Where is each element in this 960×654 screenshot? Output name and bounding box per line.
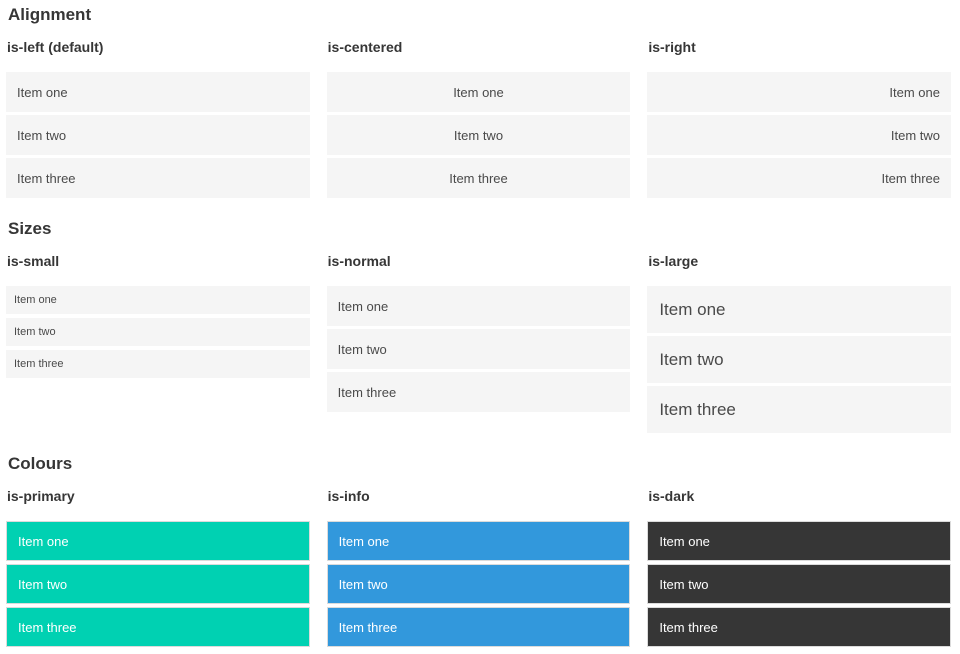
list-item[interactable]: Item two [6, 564, 310, 604]
list-item[interactable]: Item one [647, 286, 951, 333]
section-columns: is-small Item one Item two Item three is… [6, 253, 951, 433]
column-is-right: is-right Item one Item two Item three [647, 39, 951, 198]
list-item[interactable]: Item two [6, 115, 310, 155]
list-item[interactable]: Item one [326, 72, 631, 112]
list-right-aligned: Item one Item two Item three [647, 72, 951, 198]
list-item[interactable]: Item three [647, 158, 951, 198]
section-title: Colours [8, 454, 73, 473]
section-colours: Colours is-primary Item one Item two Ite… [6, 454, 951, 647]
list-item[interactable]: Item two [326, 115, 631, 155]
column-heading: is-centered [327, 39, 403, 55]
list-item[interactable]: Item three [647, 607, 951, 647]
list-dark: Item one Item two Item three [647, 521, 951, 647]
list-item[interactable]: Item two [326, 564, 631, 604]
list-item[interactable]: Item three [326, 372, 631, 412]
list-item[interactable]: Item two [647, 336, 951, 383]
column-is-primary: is-primary Item one Item two Item three [6, 488, 310, 647]
list-item[interactable]: Item two [647, 564, 951, 604]
list-item[interactable]: Item two [326, 329, 631, 369]
list-item[interactable]: Item one [647, 521, 951, 561]
list-item[interactable]: Item one [647, 72, 951, 112]
column-is-small: is-small Item one Item two Item three [6, 253, 310, 382]
column-heading: is-right [648, 39, 696, 55]
section-alignment: Alignment is-left (default) Item one Ite… [6, 5, 951, 198]
list-large: Item one Item two Item three [647, 286, 951, 433]
list-item[interactable]: Item two [6, 318, 310, 346]
column-is-centered: is-centered Item one Item two Item three [326, 39, 631, 198]
column-is-normal: is-normal Item one Item two Item three [326, 253, 631, 412]
list-item[interactable]: Item one [6, 286, 310, 314]
list-normal: Item one Item two Item three [326, 286, 631, 412]
column-is-dark: is-dark Item one Item two Item three [647, 488, 951, 647]
column-is-left: is-left (default) Item one Item two Item… [6, 39, 310, 198]
list-item[interactable]: Item three [647, 386, 951, 433]
list-item[interactable]: Item three [6, 350, 310, 378]
column-heading: is-small [7, 253, 60, 269]
list-item[interactable]: Item one [6, 521, 310, 561]
section-title: Alignment [8, 5, 92, 24]
list-small: Item one Item two Item three [6, 286, 310, 378]
list-item[interactable]: Item one [326, 521, 631, 561]
column-heading: is-info [327, 488, 370, 504]
list-item[interactable]: Item three [6, 607, 310, 647]
list-item[interactable]: Item three [6, 158, 310, 198]
column-heading: is-left (default) [7, 39, 104, 55]
column-heading: is-dark [648, 488, 695, 504]
list-item[interactable]: Item three [326, 607, 631, 647]
list-center-aligned: Item one Item two Item three [326, 72, 631, 198]
list-item[interactable]: Item one [6, 72, 310, 112]
section-title: Sizes [8, 219, 52, 238]
list-primary: Item one Item two Item three [6, 521, 310, 647]
column-heading: is-primary [7, 488, 75, 504]
section-columns: is-primary Item one Item two Item three … [6, 488, 951, 647]
list-item[interactable]: Item two [647, 115, 951, 155]
list-item[interactable]: Item three [326, 158, 631, 198]
column-is-info: is-info Item one Item two Item three [326, 488, 631, 647]
list-left-aligned: Item one Item two Item three [6, 72, 310, 198]
column-is-large: is-large Item one Item two Item three [647, 253, 951, 433]
column-heading: is-large [648, 253, 699, 269]
list-item[interactable]: Item one [326, 286, 631, 326]
section-columns: is-left (default) Item one Item two Item… [6, 39, 951, 198]
list-info: Item one Item two Item three [326, 521, 631, 647]
column-heading: is-normal [327, 253, 391, 269]
section-sizes: Sizes is-small Item one Item two Item th… [6, 219, 951, 433]
